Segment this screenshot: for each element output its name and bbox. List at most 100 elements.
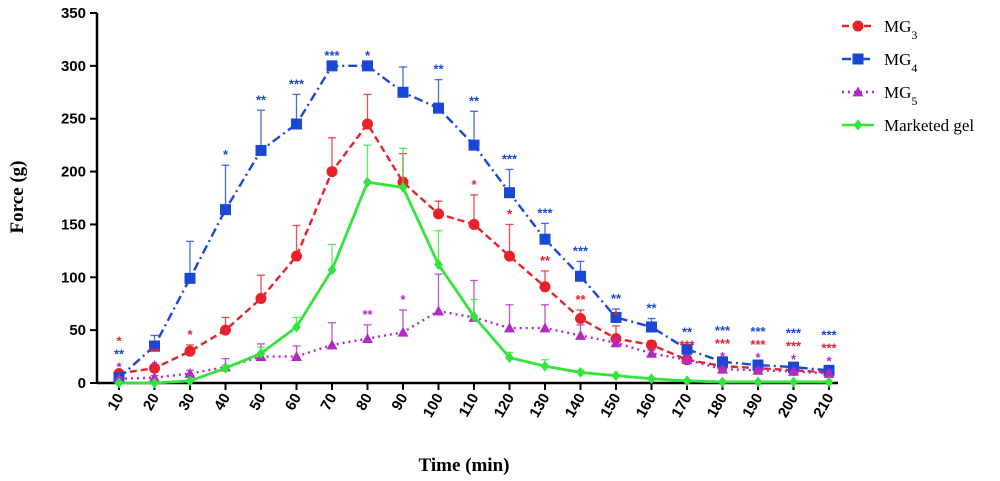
data-point	[292, 321, 301, 333]
data-point	[149, 340, 160, 352]
legend-item: MG5	[842, 83, 917, 108]
significance-label: *	[365, 48, 371, 63]
x-axis-title: Time (min)	[419, 455, 510, 476]
legend-label: MG5	[884, 83, 917, 108]
legend-item: Marketed gel	[842, 116, 974, 135]
data-point	[468, 139, 480, 151]
significance-label: **	[114, 347, 125, 362]
data-point	[256, 347, 266, 359]
data-point	[646, 347, 657, 358]
significance-label: ***	[502, 151, 518, 166]
data-point	[433, 208, 444, 220]
axes: 0 50 100 150 200 250 300 350 10 20 30 40 50 60 70 80 90 1…	[61, 5, 838, 421]
x-tick-label: 180	[704, 391, 731, 421]
x-tick-label: 10	[104, 391, 127, 414]
data-point	[539, 322, 551, 333]
data-point	[326, 166, 338, 178]
data-point	[362, 118, 373, 130]
significance-label: *	[720, 349, 726, 364]
x-tick-label: 200	[775, 391, 802, 421]
significance-label: **	[149, 345, 160, 360]
data-point	[539, 281, 551, 293]
y-tick-label: 200	[61, 164, 86, 181]
significance-label: **	[433, 62, 444, 77]
data-point	[185, 375, 195, 387]
x-tick-label: 20	[140, 391, 163, 414]
significance-label: **	[682, 325, 693, 340]
significance-label: *	[116, 360, 122, 375]
significance-label: ***	[289, 76, 305, 91]
data-point	[291, 250, 302, 262]
data-point	[823, 367, 835, 378]
data-point	[220, 204, 231, 216]
legend-label-subscript: 5	[911, 94, 917, 108]
data-point	[610, 311, 622, 323]
significance-label: ***	[715, 323, 731, 338]
x-tick-label: 160	[633, 391, 660, 421]
data-point	[291, 351, 302, 361]
legend-label-subscript: 3	[911, 28, 917, 42]
y-tick-label: 0	[78, 375, 86, 392]
significance-label: *	[471, 177, 477, 192]
y-tick-label: 250	[61, 111, 86, 128]
data-point	[363, 176, 372, 188]
significance-label: *	[755, 350, 761, 365]
significance-label: *	[613, 308, 619, 323]
x-tick-label: 120	[491, 391, 518, 421]
data-point	[575, 270, 586, 282]
legend-label-subscript: 4	[911, 61, 917, 75]
data-point	[362, 60, 373, 72]
significance-label: **	[575, 292, 586, 307]
significance-label: **	[611, 291, 622, 306]
data-point	[397, 86, 409, 98]
data-point	[326, 339, 338, 350]
x-tick-label: 100	[420, 391, 447, 421]
data-point	[149, 372, 160, 383]
data-point	[611, 370, 621, 382]
x-tick-label: 80	[353, 391, 376, 414]
data-point	[753, 376, 763, 388]
significance-label: **	[362, 307, 373, 322]
legend: MG3 MG4 MG5 Marketed gel	[842, 17, 974, 135]
data-point	[853, 119, 863, 131]
y-tick-label: 100	[61, 269, 86, 286]
data-point	[540, 360, 550, 372]
data-point	[789, 376, 798, 388]
significance-label: ***	[821, 327, 837, 342]
significance-label: *	[116, 334, 122, 349]
significance-label: ***	[750, 324, 766, 339]
data-point	[788, 365, 799, 376]
x-tick-label: 140	[562, 391, 589, 421]
x-tick-label: 50	[246, 391, 269, 414]
data-point	[114, 377, 124, 389]
x-tick-label: 150	[597, 391, 624, 421]
data-point	[575, 329, 586, 340]
data-point	[469, 310, 479, 322]
data-point	[824, 376, 834, 388]
y-tick-label: 50	[69, 322, 86, 339]
data-point	[852, 86, 864, 97]
data-point	[327, 264, 337, 276]
data-point	[682, 375, 692, 387]
data-point	[752, 364, 764, 375]
significance-label: ***	[786, 325, 802, 340]
data-point	[505, 352, 514, 364]
series-marketed-gel	[114, 144, 834, 389]
data-point	[468, 218, 480, 230]
x-tick-label: 40	[211, 391, 234, 414]
y-axis-title: Force (g)	[7, 161, 28, 234]
data-point	[504, 187, 515, 199]
x-tick-label: 210	[810, 391, 837, 421]
significance-label: *	[223, 147, 229, 162]
data-point	[575, 313, 586, 325]
data-point	[852, 20, 864, 32]
data-point	[717, 356, 728, 368]
significance-label: **	[256, 92, 267, 107]
data-point	[220, 324, 231, 336]
data-point	[184, 345, 196, 357]
legend-item: MG4	[842, 50, 917, 75]
significance-label: *	[826, 353, 832, 368]
data-point	[433, 102, 444, 114]
x-tick-label: 170	[668, 391, 695, 421]
data-point	[576, 366, 585, 378]
